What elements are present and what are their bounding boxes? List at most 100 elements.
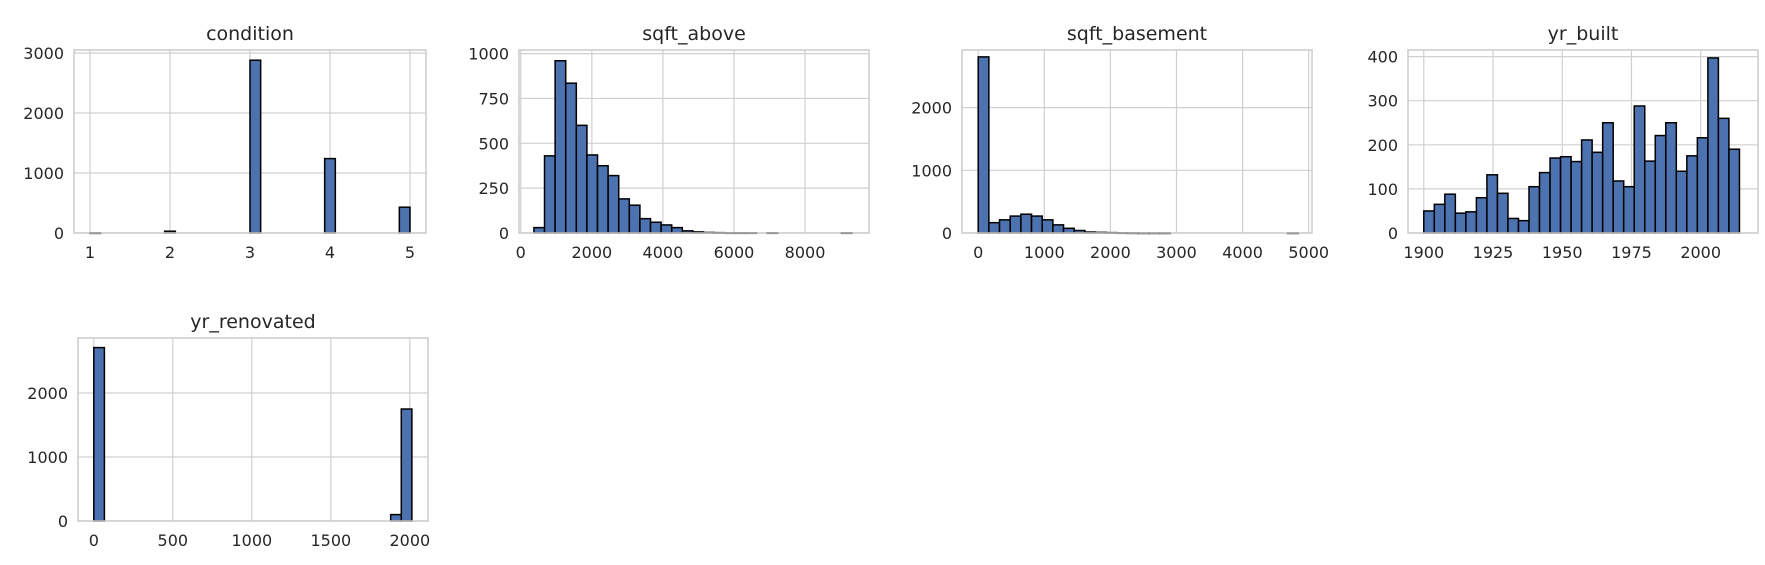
y-tick-label: 250 bbox=[478, 179, 509, 198]
histogram-bar bbox=[389, 513, 403, 522]
histogram-bar bbox=[1675, 170, 1688, 234]
histogram-bar bbox=[1052, 224, 1065, 234]
histogram-panel-condition: 1 2 3 4 5 0 1000 2000 3000 condition bbox=[23, 23, 427, 262]
y-tick-label: 1000 bbox=[911, 161, 952, 180]
histogram-bar bbox=[564, 82, 578, 234]
y-tick-label: 750 bbox=[478, 89, 509, 108]
x-tick-label: 4000 bbox=[643, 243, 684, 262]
y-tick-label: 200 bbox=[1367, 136, 1398, 155]
histogram-bar bbox=[1009, 215, 1022, 234]
panel-title: yr_renovated bbox=[190, 311, 315, 333]
histogram-bar bbox=[1643, 160, 1657, 234]
x-tick-label: 1900 bbox=[1403, 243, 1444, 262]
histogram-bar bbox=[1465, 211, 1478, 234]
histogram-bar bbox=[1041, 219, 1054, 234]
histogram-bar bbox=[1433, 203, 1446, 234]
histogram-bar bbox=[977, 56, 990, 234]
histogram-bars bbox=[977, 56, 1300, 235]
histogram-bar bbox=[586, 154, 599, 234]
histogram-bar bbox=[575, 124, 588, 234]
histogram-bar bbox=[1622, 185, 1635, 234]
x-tick-label: 0 bbox=[516, 243, 526, 262]
histogram-bar bbox=[1686, 155, 1699, 234]
panel-title: condition bbox=[206, 23, 294, 45]
y-tick-label: 3000 bbox=[23, 44, 64, 63]
histogram-bars bbox=[89, 59, 411, 235]
histogram-bar bbox=[1696, 137, 1709, 234]
y-tick-label: 2000 bbox=[23, 104, 64, 123]
y-tick-label: 1000 bbox=[23, 164, 64, 183]
histogram-bar bbox=[1496, 192, 1509, 234]
histogram-bar bbox=[1507, 217, 1520, 234]
histogram-bars bbox=[533, 60, 853, 235]
histogram-bar bbox=[1444, 193, 1457, 234]
histogram-bar bbox=[617, 198, 631, 234]
histogram-bar bbox=[1580, 139, 1593, 234]
y-tick-label: 400 bbox=[1367, 48, 1398, 67]
histogram-bar bbox=[323, 157, 337, 234]
x-tick-label: 1950 bbox=[1542, 243, 1583, 262]
histogram-bar bbox=[1538, 171, 1551, 234]
x-tick-label: 0 bbox=[89, 531, 99, 550]
histogram-bar bbox=[670, 226, 684, 234]
histogram-bar bbox=[1549, 157, 1562, 234]
histogram-bar bbox=[1030, 215, 1043, 234]
x-tick-label: 1000 bbox=[231, 531, 272, 550]
histogram-bar bbox=[639, 217, 652, 234]
histogram-bar bbox=[1717, 117, 1730, 234]
histogram-bar bbox=[1633, 105, 1646, 234]
axes-frame bbox=[77, 337, 429, 522]
x-tick-label: 2000 bbox=[389, 531, 430, 550]
x-tick-label: 8000 bbox=[785, 243, 826, 262]
histogram-bar bbox=[628, 204, 641, 234]
y-tick-label: 100 bbox=[1367, 180, 1398, 199]
histogram-panel-sqft-above: 0 2000 4000 6000 8000 0 250 500 750 1000 sqft_abov… bbox=[468, 23, 870, 262]
x-tick-label: 1000 bbox=[1024, 243, 1065, 262]
x-tick-label: 500 bbox=[158, 531, 189, 550]
y-tick-label: 0 bbox=[942, 224, 952, 243]
axes-frame bbox=[73, 49, 427, 234]
x-tick-label: 4000 bbox=[1222, 243, 1263, 262]
x-tick-label: 3000 bbox=[1156, 243, 1197, 262]
x-tick-label: 0 bbox=[973, 243, 983, 262]
axes-frame bbox=[1407, 49, 1759, 234]
x-tick-label: 1 bbox=[85, 243, 95, 262]
histogram-bar bbox=[1612, 180, 1625, 234]
histogram-bars bbox=[93, 346, 413, 522]
x-tick-label: 1925 bbox=[1473, 243, 1514, 262]
y-tick-label: 2000 bbox=[911, 99, 952, 118]
histogram-bar bbox=[1728, 148, 1741, 234]
histogram-bar bbox=[1591, 151, 1604, 234]
x-tick-label: 1500 bbox=[310, 531, 351, 550]
x-tick-label: 6000 bbox=[714, 243, 755, 262]
x-tick-label: 4 bbox=[325, 243, 335, 262]
histogram-panel-yr-built: 1900 1925 1950 1975 2000 0 100 200 300 400 yr_buil… bbox=[1367, 23, 1759, 262]
axes-frame bbox=[518, 49, 870, 234]
histogram-bars bbox=[1423, 57, 1741, 234]
panel-title: yr_built bbox=[1548, 23, 1619, 45]
histogram-bar bbox=[93, 346, 106, 522]
x-tick-label: 5000 bbox=[1288, 243, 1329, 262]
y-tick-label: 0 bbox=[54, 224, 64, 243]
histogram-bar bbox=[1665, 122, 1678, 234]
histogram-bar bbox=[554, 60, 567, 234]
histogram-bar bbox=[1423, 210, 1436, 234]
histogram-bar bbox=[1654, 134, 1667, 234]
histogram-bar bbox=[398, 206, 411, 234]
y-tick-label: 0 bbox=[58, 512, 68, 531]
histogram-bar bbox=[1528, 185, 1541, 234]
panel-title: sqft_above bbox=[642, 23, 746, 45]
x-tick-label: 5 bbox=[405, 243, 415, 262]
panel-title: sqft_basement bbox=[1067, 23, 1207, 45]
axes-frame bbox=[961, 49, 1313, 234]
histogram-bar bbox=[1570, 160, 1583, 234]
histogram-bar bbox=[1486, 174, 1499, 234]
x-tick-label: 2 bbox=[165, 243, 175, 262]
histogram-bar bbox=[988, 221, 1001, 234]
histogram-panel-yr-renovated: 0 500 1000 1500 2000 0 1000 2000 yr_renovated bbox=[27, 311, 430, 550]
histogram-bar bbox=[1559, 155, 1572, 234]
histogram-bar bbox=[1601, 122, 1614, 234]
y-tick-label: 1000 bbox=[468, 45, 509, 64]
y-tick-label: 1000 bbox=[27, 448, 68, 467]
